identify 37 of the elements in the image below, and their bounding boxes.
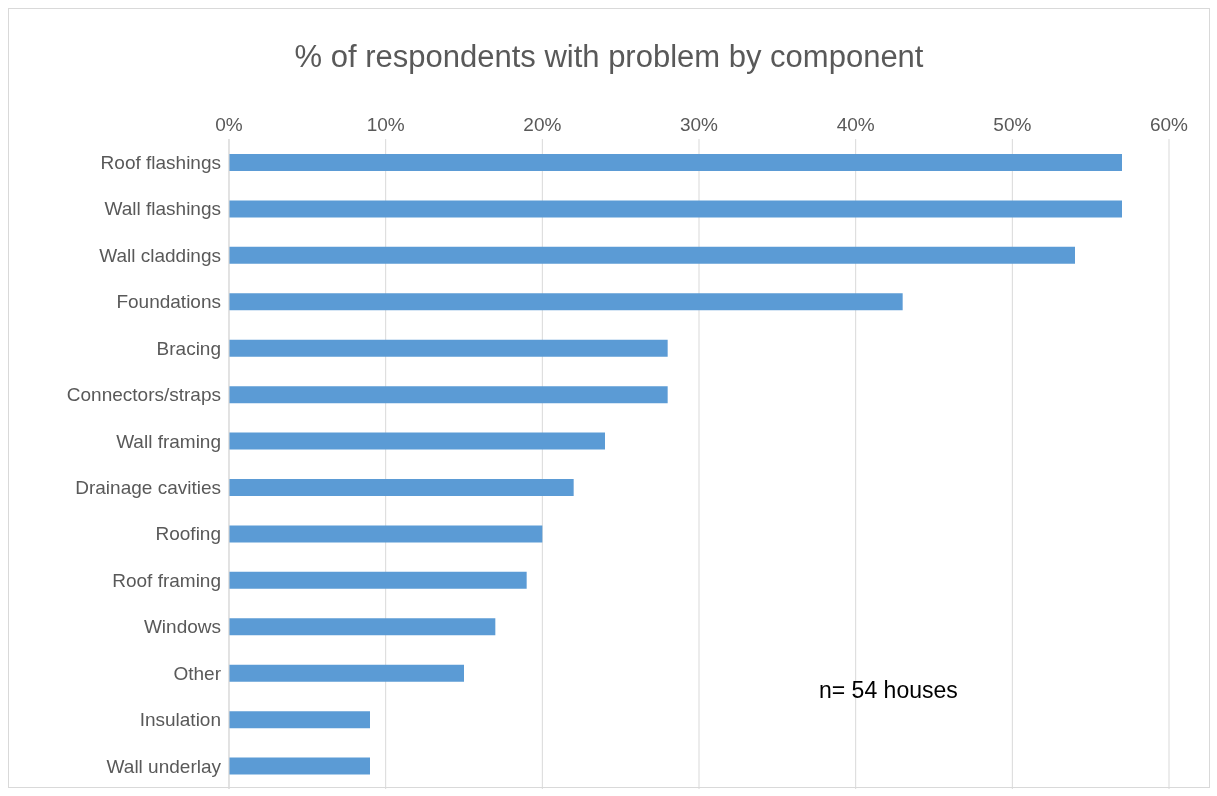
x-tick-label: 0% [215, 114, 243, 135]
bar [229, 246, 1075, 264]
y-tick-label: Roof flashings [100, 151, 221, 173]
y-tick-label: Foundations [116, 291, 221, 313]
y-tick-label: Wall flashings [104, 198, 221, 220]
bar [229, 757, 370, 775]
bar [229, 154, 1122, 171]
bar [229, 293, 903, 311]
y-tick-label: Wall underlay [106, 755, 222, 777]
y-tick-label: Connectors/straps [66, 384, 221, 406]
y-tick-label: Other [173, 662, 222, 684]
x-tick-label: 40% [836, 114, 875, 135]
bar [229, 479, 574, 496]
y-tick-label: Windows [143, 616, 221, 638]
x-tick-label: 20% [523, 114, 562, 135]
y-tick-label: Insulation [139, 709, 221, 731]
x-tick-label: 10% [366, 114, 405, 135]
y-tick-label: Wall framing [116, 430, 221, 452]
bar [229, 432, 605, 450]
bar [229, 571, 527, 589]
y-tick-label: Wall claddings [99, 244, 221, 266]
bar [229, 200, 1122, 218]
y-tick-label: Drainage cavities [75, 476, 221, 498]
x-tick-label: 30% [679, 114, 719, 135]
bar [229, 339, 668, 357]
chart-title: % of respondents with problem by component [293, 38, 925, 76]
annotation: n= 54 houses [819, 677, 958, 704]
y-tick-label: Roofing [155, 523, 221, 545]
y-tick-label: Bracing [156, 337, 221, 359]
bar [229, 711, 370, 729]
bar [229, 618, 496, 636]
x-tick-label: 60% [1149, 114, 1189, 135]
bar [229, 525, 543, 543]
bar [229, 664, 464, 682]
x-tick-label: 50% [993, 114, 1032, 135]
y-tick-label: Roof framing [112, 569, 221, 591]
bar [229, 386, 668, 404]
